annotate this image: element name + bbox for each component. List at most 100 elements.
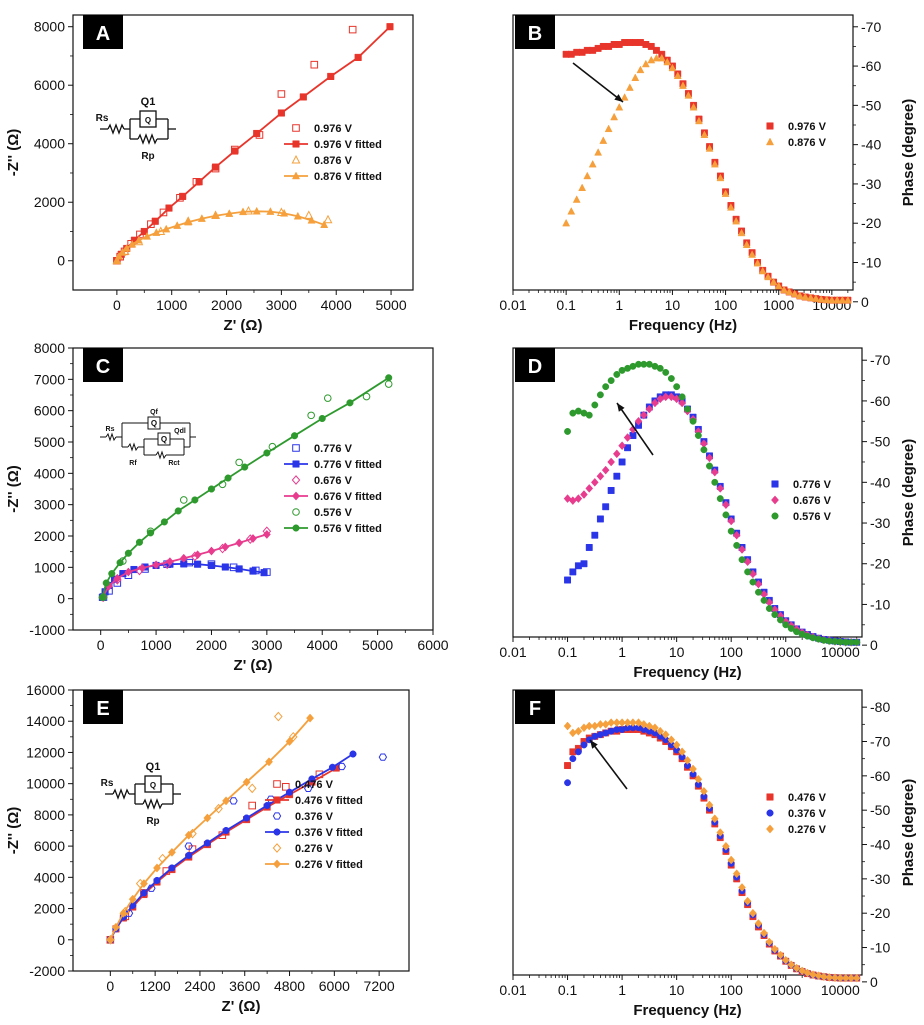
y-tick-label: -10 — [861, 255, 881, 271]
series-0-876-v-fitted — [112, 206, 329, 264]
data-point — [249, 534, 257, 544]
data-point — [678, 393, 686, 401]
data-point — [139, 879, 148, 889]
data-point — [252, 206, 261, 215]
data-point — [781, 955, 790, 965]
data-point — [652, 53, 661, 62]
data-point — [694, 774, 703, 784]
y-tick-label: -40 — [870, 474, 890, 490]
data-point — [594, 44, 602, 52]
x-tick-label: 6000 — [319, 978, 350, 994]
data-point — [159, 208, 168, 217]
resistor-icon — [107, 123, 125, 135]
data-point — [152, 560, 161, 570]
legend-marker — [292, 460, 300, 468]
data-point — [624, 444, 632, 452]
data-point — [738, 545, 746, 554]
data-point — [274, 711, 283, 722]
data-point — [722, 511, 730, 519]
data-point — [798, 966, 807, 976]
data-point — [574, 562, 582, 570]
x-tick-label: 0.1 — [556, 297, 576, 313]
series-0-276-v — [563, 718, 861, 983]
plot-frame — [72, 347, 434, 631]
data-point — [710, 467, 719, 477]
data-point — [235, 458, 243, 467]
y-tick-label: 4000 — [34, 136, 65, 152]
data-point — [262, 529, 271, 539]
chart-panel-b: 0.01 0.1 1 10 100 1000 10000 0-10-20-30-40-50-6… — [499, 14, 917, 334]
y-tick-label: 0 — [870, 974, 878, 990]
x-tick-label: 10000 — [821, 644, 860, 660]
data-point — [589, 46, 597, 54]
data-point — [689, 417, 697, 425]
legend-label: 0.776 V — [793, 479, 832, 491]
legend-label: 0.976 V fitted — [314, 139, 382, 151]
data-point — [214, 803, 223, 814]
legend-label: 0.776 V fitted — [314, 459, 382, 471]
data-point — [809, 970, 817, 980]
panel-letter-badge — [83, 15, 123, 49]
data-point — [116, 559, 124, 567]
data-point — [567, 207, 576, 215]
x-tick-label: 4000 — [321, 297, 352, 313]
data-point — [572, 195, 581, 203]
data-point — [580, 741, 588, 749]
data-point — [122, 243, 131, 252]
circuit-label: Rs — [106, 426, 115, 433]
x-tick-label: 0.01 — [499, 644, 526, 660]
y-tick-label: 6000 — [34, 838, 65, 854]
legend-label: 0.676 V — [793, 495, 832, 507]
x-tick-label: 0.01 — [499, 982, 526, 998]
panel-letter-badge — [83, 348, 123, 382]
y-tick-label: 0 — [861, 294, 869, 310]
data-point — [727, 527, 735, 535]
data-point — [641, 59, 650, 68]
x-tick-label: 0 — [106, 978, 114, 994]
data-point — [580, 490, 588, 499]
arrow-head-icon — [590, 740, 598, 749]
data-point — [733, 541, 741, 549]
data-point — [673, 383, 681, 391]
data-point — [225, 209, 234, 217]
data-point — [585, 484, 594, 493]
circuit-label: Rct — [168, 460, 180, 467]
x-tick-label: 3000 — [251, 637, 282, 653]
y-axis-label: -Z'' (Ω) — [5, 807, 22, 854]
data-point — [662, 368, 670, 376]
data-point — [700, 786, 708, 796]
y-tick-label: -40 — [870, 837, 890, 853]
data-point — [184, 217, 193, 226]
panel-letter: B — [528, 23, 542, 45]
data-point — [290, 432, 299, 440]
data-point — [583, 171, 592, 180]
data-point — [651, 398, 659, 408]
y-tick-label: 0 — [57, 591, 65, 607]
data-point — [602, 503, 610, 511]
data-point — [323, 214, 333, 224]
circuit-label: Rp — [146, 816, 159, 827]
x-tick-label: 100 — [720, 644, 744, 660]
data-point — [229, 797, 238, 805]
data-point — [607, 487, 615, 494]
legend-label: 0.476 V fitted — [295, 795, 363, 807]
data-point — [585, 411, 593, 419]
data-point — [242, 777, 251, 787]
data-point — [162, 867, 171, 875]
data-point — [134, 235, 143, 244]
data-point — [695, 116, 703, 125]
data-point — [774, 281, 783, 290]
data-point — [152, 228, 161, 236]
data-point — [569, 755, 577, 763]
data-point — [563, 721, 572, 731]
panel-letter: D — [528, 356, 542, 378]
data-point — [634, 416, 643, 426]
data-point — [716, 173, 725, 182]
data-point — [801, 292, 810, 301]
data-point — [700, 130, 709, 138]
data-point — [112, 256, 121, 264]
legend-label: 0.676 V — [314, 475, 353, 487]
x-tick-label: 0 — [97, 637, 105, 653]
resistor-icon — [112, 788, 130, 800]
legend-label: 0.576 V — [793, 511, 832, 523]
